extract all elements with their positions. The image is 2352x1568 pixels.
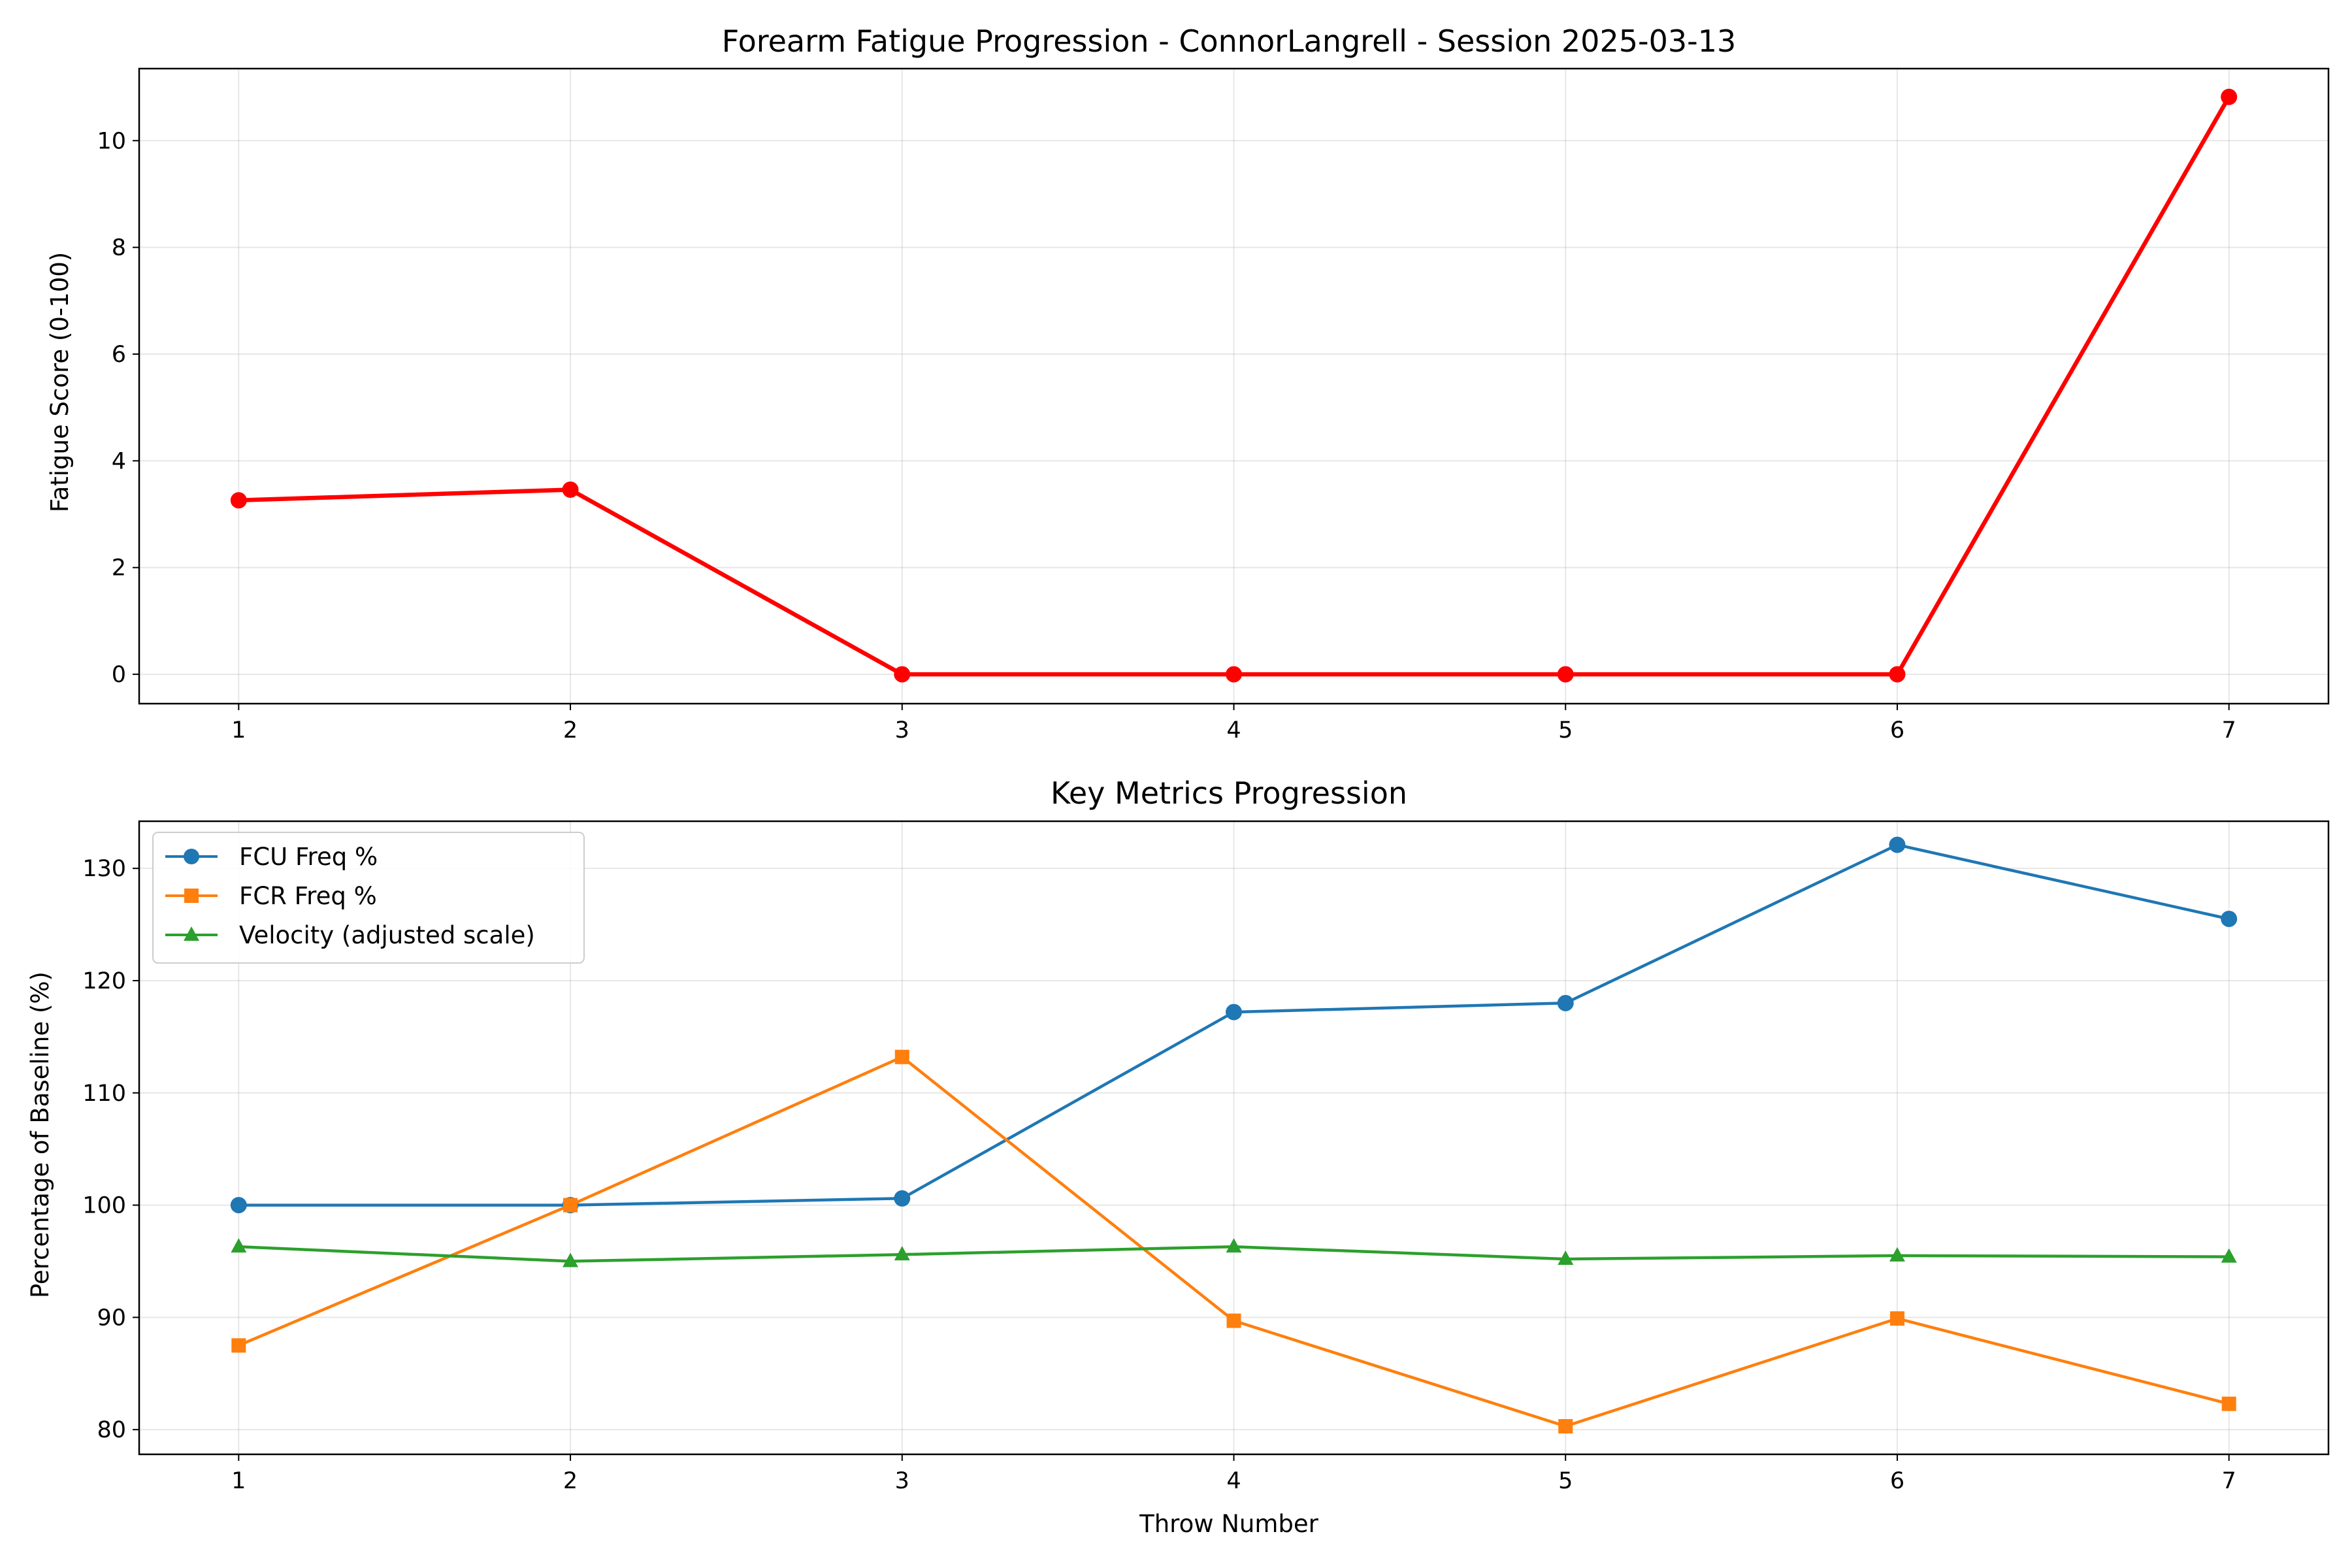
legend-box [152, 832, 585, 964]
fcu-data-point [894, 1190, 911, 1207]
y-tick-label: 90 [97, 1305, 126, 1331]
legend-entry-fcu: FCU Freq % [165, 843, 378, 871]
fatigue-data-point [562, 481, 579, 498]
velocity-data-point [231, 1238, 247, 1253]
legend-marker-fcr [184, 889, 199, 903]
x-tick-label: 4 [1226, 1468, 1241, 1494]
x-tick-label: 6 [1890, 717, 1904, 743]
fatigue-data-point [894, 666, 911, 683]
metrics-plot [230, 836, 2238, 1434]
y-tick-label: 120 [82, 968, 126, 994]
fatigue-ticks: 1 2 3 4 5 6 7 0 2 4 6 8 10 [97, 128, 2236, 743]
x-tick-label: 3 [895, 1468, 909, 1494]
fcr-data-point [231, 1338, 246, 1353]
metrics-ticks: 1 2 3 4 5 6 7 80 90 100 110 120 130 [82, 856, 2236, 1494]
y-tick-label: 130 [82, 856, 126, 882]
fatigue-data-point [230, 492, 247, 509]
x-tick-label: 7 [2222, 1468, 2236, 1494]
y-tick-label: 2 [112, 555, 126, 581]
fcr-data-point [894, 1049, 909, 1064]
y-tick-label: 6 [112, 342, 126, 368]
fatigue-grid [139, 69, 2328, 704]
fcr-data-point [1558, 1419, 1573, 1434]
x-tick-label: 3 [895, 717, 909, 743]
fcr-data-point [1889, 1311, 1904, 1326]
metrics-legend: FCU Freq % FCR Freq % Velocity (adjusted… [152, 832, 585, 964]
x-tick-label: 1 [231, 1468, 246, 1494]
fatigue-data-point [2221, 88, 2238, 105]
fatigue-data-point [1557, 666, 1574, 683]
metrics-chart-title: Key Metrics Progression [1051, 776, 1407, 811]
fatigue-chart: 1 2 3 4 5 6 7 0 2 4 6 8 10 Forearm Fatigue Progressi… [46, 24, 2330, 743]
fcu-data-point [2221, 910, 2238, 927]
fatigue-data-point [1226, 666, 1242, 683]
fatigue-data-point [1889, 666, 1906, 683]
fcr-data-point [2221, 1396, 2236, 1411]
velocity-data-point [563, 1252, 579, 1267]
velocity-data-point [1558, 1250, 1574, 1266]
fcr-data-point [1226, 1313, 1241, 1328]
x-tick-label: 1 [231, 717, 246, 743]
x-tick-label: 6 [1890, 1468, 1904, 1494]
y-tick-label: 110 [82, 1081, 126, 1107]
legend-label-fcu: FCU Freq % [239, 843, 378, 871]
x-tick-label: 5 [1558, 717, 1573, 743]
legend-entry-fcr: FCR Freq % [165, 882, 377, 910]
fcu-data-point [1226, 1004, 1242, 1021]
fcu-data-point [230, 1197, 247, 1214]
x-tick-label: 2 [563, 717, 578, 743]
fatigue-chart-title: Forearm Fatigue Progression - ConnorLang… [722, 24, 1737, 59]
velocity-data-point [894, 1246, 910, 1261]
x-tick-label: 4 [1226, 717, 1241, 743]
y-tick-label: 100 [82, 1193, 126, 1219]
fatigue-y-axis-title: Fatigue Score (0-100) [46, 252, 74, 513]
metrics-y-axis-title: Percentage of Baseline (%) [26, 972, 54, 1298]
legend-marker-velocity [184, 926, 199, 941]
fatigue-plot [230, 88, 2238, 683]
velocity-data-point [1889, 1247, 1905, 1262]
fcu-data-point [1889, 836, 1906, 853]
legend-label-velocity: Velocity (adjusted scale) [239, 921, 535, 949]
y-tick-label: 10 [97, 128, 126, 154]
velocity-data-point [2221, 1248, 2237, 1263]
fcr-data-point [563, 1198, 578, 1213]
legend-label-fcr: FCR Freq % [239, 882, 377, 910]
metrics-chart: 1 2 3 4 5 6 7 80 90 100 110 120 130 Key Metrics Prog… [26, 776, 2330, 1538]
y-tick-label: 80 [97, 1417, 126, 1443]
x-tick-label: 2 [563, 1468, 578, 1494]
fcu-data-point [1557, 994, 1574, 1011]
metrics-x-axis-title: Throw Number [1139, 1510, 1319, 1538]
legend-entry-velocity: Velocity (adjusted scale) [165, 921, 535, 949]
x-tick-label: 5 [1558, 1468, 1573, 1494]
y-tick-label: 8 [112, 235, 126, 261]
legend-marker-fcu [184, 849, 199, 864]
velocity-data-point [1226, 1238, 1242, 1253]
x-tick-label: 7 [2222, 717, 2236, 743]
y-tick-label: 4 [112, 448, 126, 474]
y-tick-label: 0 [112, 662, 126, 688]
